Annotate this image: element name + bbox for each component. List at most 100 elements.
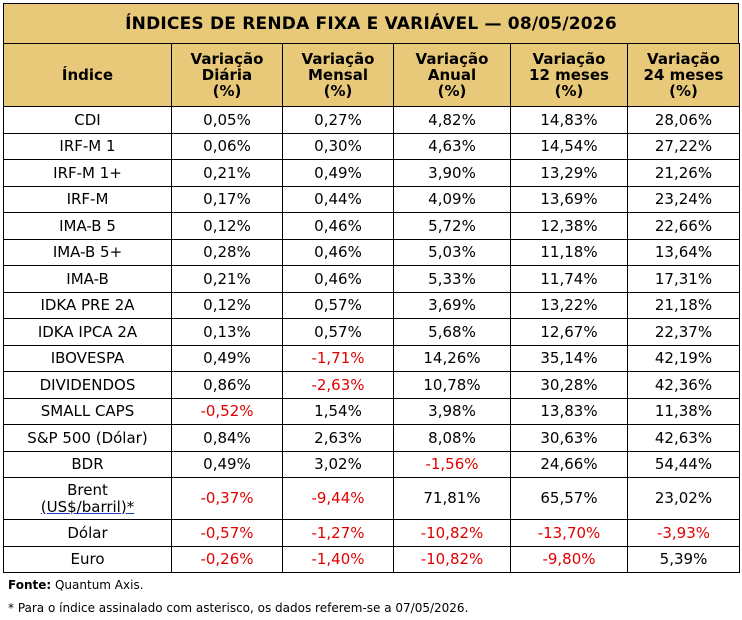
table-row: Euro -0,26% -1,40% -10,82% -9,80% 5,39%: [3, 545, 740, 573]
index-name: IRF-M: [3, 185, 172, 213]
brent-unit-link[interactable]: (US$/barril)*: [40, 497, 135, 516]
value-cell: 3,98%: [393, 397, 511, 425]
table-row: IMA-B 5 0,12% 0,46% 5,72% 12,38% 22,66%: [3, 212, 740, 240]
index-name: IMA-B 5: [3, 212, 172, 240]
value-cell: 23,02%: [627, 477, 740, 520]
value-cell: -1,40%: [282, 545, 394, 573]
table-row: IMA-B 0,21% 0,46% 5,33% 11,74% 17,31%: [3, 265, 740, 293]
table-row: IDKA PRE 2A 0,12% 0,57% 3,69% 13,22% 21,18%: [3, 291, 740, 319]
value-cell: -9,80%: [510, 545, 628, 573]
table-row: IMA-B 5+ 0,28% 0,46% 5,03% 11,18% 13,64%: [3, 238, 740, 266]
index-name: IRF-M 1+: [3, 159, 172, 187]
value-cell: -10,82%: [393, 519, 511, 547]
header-row: Índice Variação Diária (%) Variação Mensal(…: [3, 43, 740, 107]
value-cell: 4,63%: [393, 132, 511, 160]
value-cell: 14,83%: [510, 106, 628, 134]
header-variacao-24-meses: Variação 24 meses (%): [627, 43, 740, 107]
value-cell: 4,09%: [393, 185, 511, 213]
value-cell: 0,27%: [282, 106, 394, 134]
table-row: IRF-M 1+ 0,21% 0,49% 3,90% 13,29% 21,26%: [3, 159, 740, 187]
index-name: DIVIDENDOS: [3, 371, 172, 399]
value-cell: 22,37%: [627, 318, 740, 346]
value-cell: 13,29%: [510, 159, 628, 187]
value-cell: 0,49%: [171, 344, 283, 372]
value-cell: 0,13%: [171, 318, 283, 346]
header-variacao-diaria: Variação Diária (%): [171, 43, 283, 107]
asterisk-note: * Para o índice assinalado com asterisco…: [8, 601, 469, 615]
table-row: BDR 0,49% 3,02% -1,56% 24,66% 54,44%: [3, 450, 740, 478]
value-cell: 13,64%: [627, 238, 740, 266]
value-cell: 5,33%: [393, 265, 511, 293]
table-row: IRF-M 1 0,06% 0,30% 4,63% 14,54% 27,22%: [3, 132, 740, 160]
value-cell: -0,26%: [171, 545, 283, 573]
value-cell: 21,18%: [627, 291, 740, 319]
value-cell: 1,54%: [282, 397, 394, 425]
index-name: BDR: [3, 450, 172, 478]
value-cell: 13,69%: [510, 185, 628, 213]
index-name: CDI: [3, 106, 172, 134]
value-cell: -13,70%: [510, 519, 628, 547]
table-row: CDI 0,05% 0,27% 4,82% 14,83% 28,06%: [3, 106, 740, 134]
value-cell: 3,90%: [393, 159, 511, 187]
value-cell: 0,86%: [171, 371, 283, 399]
value-cell: 8,08%: [393, 424, 511, 452]
source-note: Fonte: Quantum Axis.: [8, 578, 144, 592]
value-cell: 65,57%: [510, 477, 628, 520]
value-cell: 5,03%: [393, 238, 511, 266]
source-text: Quantum Axis.: [51, 578, 144, 592]
value-cell: 35,14%: [510, 344, 628, 372]
value-cell: 42,19%: [627, 344, 740, 372]
index-name: S&P 500 (Dólar): [3, 424, 172, 452]
value-cell: 27,22%: [627, 132, 740, 160]
table-row: IDKA IPCA 2A 0,13% 0,57% 5,68% 12,67% 22,37%: [3, 318, 740, 346]
value-cell: -10,82%: [393, 545, 511, 573]
table-row: IBOVESPA 0,49% -1,71% 14,26% 35,14% 42,19%: [3, 344, 740, 372]
value-cell: 0,06%: [171, 132, 283, 160]
value-cell: 2,63%: [282, 424, 394, 452]
value-cell: 5,72%: [393, 212, 511, 240]
index-name: IDKA IPCA 2A: [3, 318, 172, 346]
header-variacao-mensal: Variação Mensal (%): [282, 43, 394, 107]
value-cell: 0,12%: [171, 291, 283, 319]
table-row: SMALL CAPS -0,52% 1,54% 3,98% 13,83% 11,38%: [3, 397, 740, 425]
index-name: Euro: [3, 545, 172, 573]
value-cell: -0,37%: [171, 477, 283, 520]
value-cell: 0,46%: [282, 265, 394, 293]
value-cell: 0,21%: [171, 265, 283, 293]
index-name: SMALL CAPS: [3, 397, 172, 425]
value-cell: 12,67%: [510, 318, 628, 346]
value-cell: 28,06%: [627, 106, 740, 134]
value-cell: 12,38%: [510, 212, 628, 240]
value-cell: 13,83%: [510, 397, 628, 425]
value-cell: 0,49%: [282, 159, 394, 187]
value-cell: 11,74%: [510, 265, 628, 293]
value-cell: 0,21%: [171, 159, 283, 187]
value-cell: 5,39%: [627, 545, 740, 573]
value-cell: -1,71%: [282, 344, 394, 372]
value-cell: 0,05%: [171, 106, 283, 134]
value-cell: 0,57%: [282, 291, 394, 319]
table-row: Dólar -0,57% -1,27% -10,82% -13,70% -3,93%: [3, 519, 740, 547]
value-cell: 17,31%: [627, 265, 740, 293]
value-cell: 4,82%: [393, 106, 511, 134]
value-cell: 71,81%: [393, 477, 511, 520]
value-cell: 30,28%: [510, 371, 628, 399]
value-cell: 42,36%: [627, 371, 740, 399]
index-name: IMA-B 5+: [3, 238, 172, 266]
value-cell: 0,17%: [171, 185, 283, 213]
value-cell: 24,66%: [510, 450, 628, 478]
indices-table-container: ÍNDICES DE RENDA FIXA E VARIÁVEL — 08/05…: [3, 3, 740, 573]
value-cell: -1,56%: [393, 450, 511, 478]
value-cell: 30,63%: [510, 424, 628, 452]
value-cell: 21,26%: [627, 159, 740, 187]
table-row: S&P 500 (Dólar) 0,84% 2,63% 8,08% 30,63% 42,6…: [3, 424, 740, 452]
value-cell: 0,28%: [171, 238, 283, 266]
value-cell: 0,12%: [171, 212, 283, 240]
value-cell: 22,66%: [627, 212, 740, 240]
index-name: IRF-M 1: [3, 132, 172, 160]
table-row: DIVIDENDOS 0,86% -2,63% 10,78% 30,28% 42,36%: [3, 371, 740, 399]
value-cell: 0,46%: [282, 238, 394, 266]
table-title: ÍNDICES DE RENDA FIXA E VARIÁVEL — 08/05…: [3, 3, 739, 43]
value-cell: 0,49%: [171, 450, 283, 478]
index-name: IBOVESPA: [3, 344, 172, 372]
